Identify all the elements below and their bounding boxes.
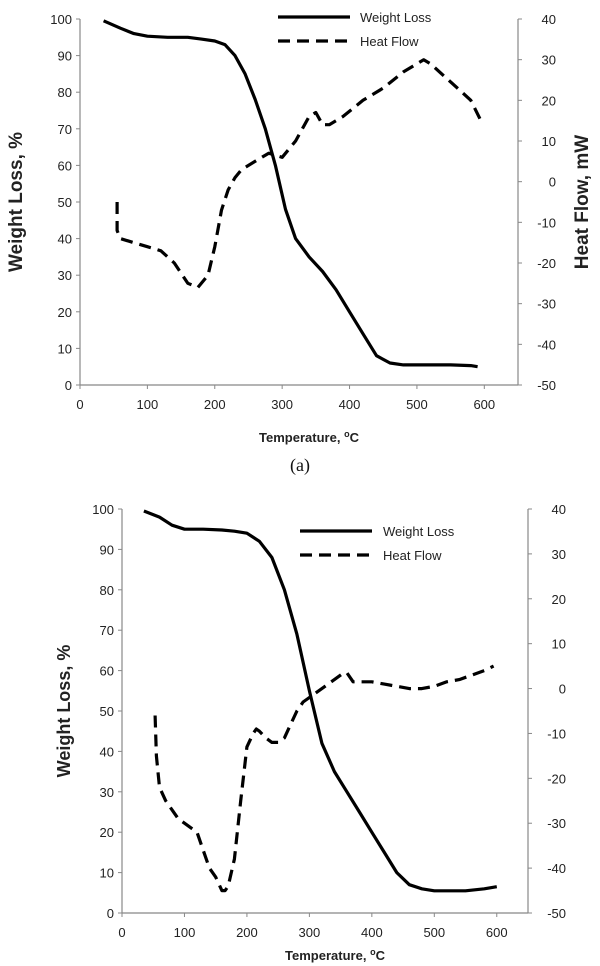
chart-a-marks: 0102030405060708090100-50-40-30-20-10010… (6, 10, 593, 445)
legend-label: Weight Loss (383, 524, 455, 539)
chart-a: 0102030405060708090100-50-40-30-20-10010… (6, 10, 593, 445)
y-tick-label: 70 (58, 122, 72, 137)
chart-b-marks: 0102030405060708090100-50-40-30-20-10010… (54, 502, 566, 963)
y2-tick-label: -10 (547, 726, 566, 741)
x-tick-label: 600 (486, 925, 508, 940)
legend-label: Heat Flow (383, 548, 442, 563)
y-tick-label: 100 (92, 502, 114, 517)
y-tick-label: 0 (65, 378, 72, 393)
y2-tick-label: -30 (547, 816, 566, 831)
x-tick-label: 500 (406, 397, 428, 412)
x-axis-title-unit: C (376, 948, 386, 963)
y2-tick-label: 30 (542, 53, 556, 68)
chart-b: 0102030405060708090100-50-40-30-20-10010… (54, 502, 566, 963)
x-tick-label: 400 (361, 925, 383, 940)
y2-tick-label: 0 (549, 175, 556, 190)
y2-tick-label: 20 (552, 592, 566, 607)
y-tick-label: 10 (58, 341, 72, 356)
y-tick-label: 40 (100, 744, 114, 759)
y-tick-label: 80 (58, 85, 72, 100)
x-axis-title-sup: o (344, 429, 350, 439)
y-axis-title: Weight Loss, % (6, 132, 27, 272)
y2-tick-label: -50 (537, 378, 556, 393)
x-tick-label: 400 (339, 397, 361, 412)
series-weight-loss-line (102, 19, 478, 369)
legend-label: Heat Flow (360, 34, 419, 49)
legend-label: Weight Loss (360, 10, 432, 25)
y2-tick-label: 30 (552, 547, 566, 562)
series-heat-flow-line (153, 664, 495, 893)
y-tick-label: 10 (100, 866, 114, 881)
y-tick-label: 20 (100, 825, 114, 840)
series-weight-loss-line (143, 509, 498, 893)
y2-tick-label: 40 (542, 12, 556, 27)
x-axis-title-text: Temperature, (285, 948, 370, 963)
y-tick-label: 100 (50, 12, 72, 27)
y2-tick-label: -50 (547, 906, 566, 921)
y2-tick-label: 10 (542, 134, 556, 149)
x-tick-label: 300 (271, 397, 293, 412)
y-tick-label: 50 (58, 195, 72, 210)
x-tick-label: 100 (137, 397, 159, 412)
y2-tick-label: -20 (547, 771, 566, 786)
y-tick-label: 80 (100, 583, 114, 598)
y-axis-title: Weight Loss, % (54, 645, 74, 778)
y-tick-label: 0 (107, 906, 114, 921)
x-axis-title-sup: o (370, 947, 376, 957)
x-tick-label: 300 (299, 925, 321, 940)
panel-label-a: (a) (290, 455, 310, 475)
y-tick-label: 30 (100, 785, 114, 800)
y2-tick-label: -20 (537, 256, 556, 271)
y-tick-label: 60 (100, 664, 114, 679)
y-tick-label: 70 (100, 623, 114, 638)
x-tick-label: 600 (473, 397, 495, 412)
y2-tick-label: 20 (542, 93, 556, 108)
x-axis-title: Temperature, oC (259, 429, 360, 445)
series-heat-flow-line (115, 58, 483, 289)
x-tick-label: 200 (236, 925, 258, 940)
y-tick-label: 40 (58, 232, 72, 247)
y2-tick-label: 0 (559, 682, 566, 697)
x-tick-label: 200 (204, 397, 226, 412)
y-tick-label: 20 (58, 305, 72, 320)
y2-axis-title: Heat Flow, mW (572, 135, 593, 269)
y-tick-label: 50 (100, 704, 114, 719)
y-tick-label: 30 (58, 268, 72, 283)
y2-tick-label: -30 (537, 297, 556, 312)
x-tick-label: 100 (174, 925, 196, 940)
y2-tick-label: 10 (552, 637, 566, 652)
x-tick-label: 0 (76, 397, 83, 412)
y2-tick-label: -10 (537, 215, 556, 230)
y2-tick-label: -40 (537, 337, 556, 352)
y-tick-label: 90 (100, 542, 114, 557)
y-tick-label: 90 (58, 49, 72, 64)
x-tick-label: 500 (423, 925, 445, 940)
y2-tick-label: 40 (552, 502, 566, 517)
x-axis-title-unit: C (350, 430, 360, 445)
y-tick-label: 60 (58, 158, 72, 173)
x-tick-label: 0 (118, 925, 125, 940)
x-axis-title: Temperature, oC (285, 947, 386, 963)
y2-tick-label: -40 (547, 861, 566, 876)
x-axis-title-text: Temperature, (259, 430, 344, 445)
